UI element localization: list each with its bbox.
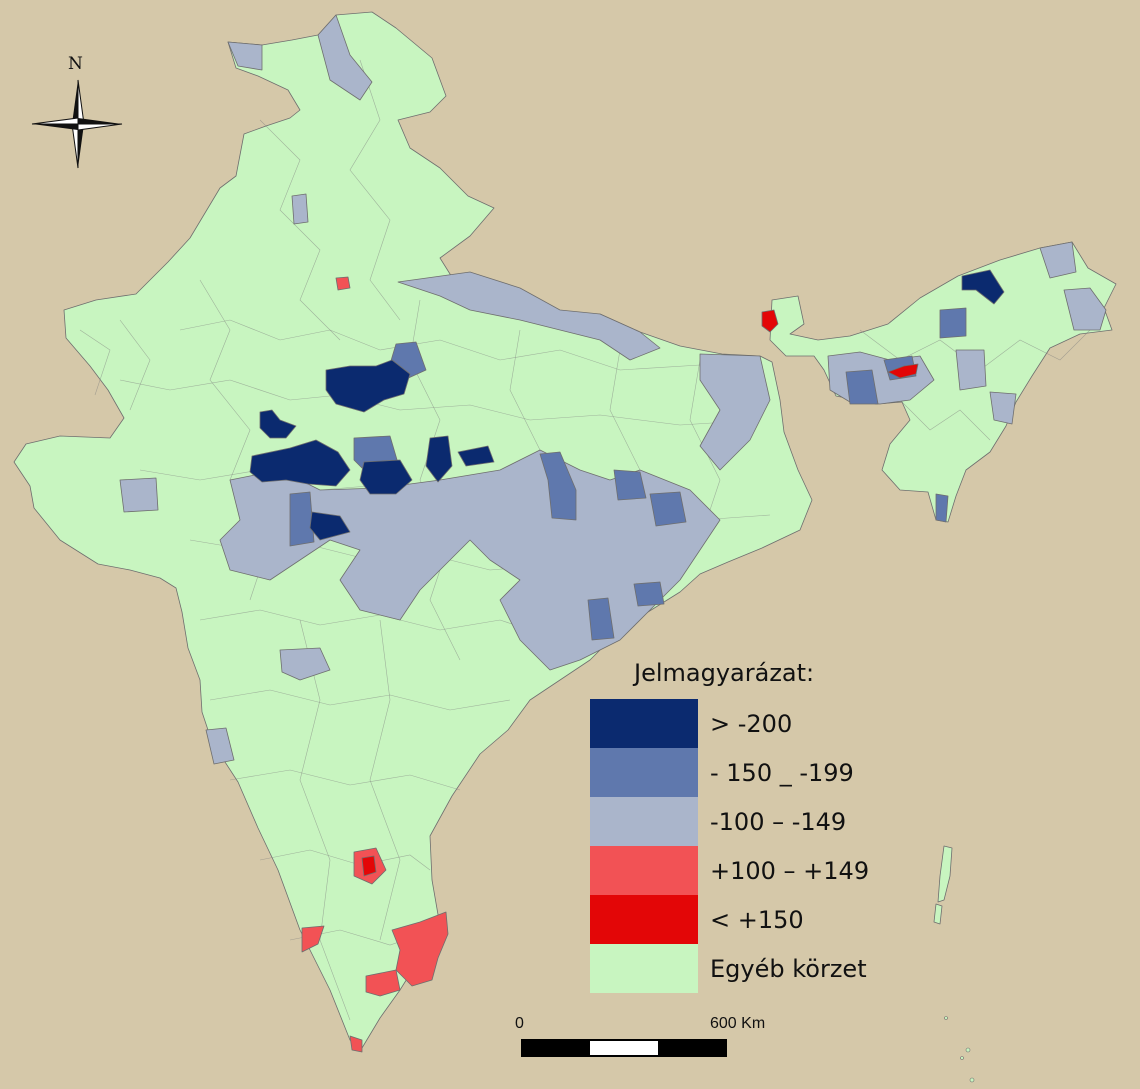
legend-item: > -200 <box>590 699 880 748</box>
district-medium-blue <box>289 491 315 547</box>
district-dark-blue <box>961 269 1005 305</box>
district-light-blue <box>1039 241 1077 279</box>
district-light-blue <box>227 41 263 71</box>
legend-label: < +150 <box>710 905 804 934</box>
legend-label: +100 – +149 <box>710 856 870 885</box>
legend-swatch <box>590 699 698 748</box>
map-legend: Jelmagyarázat: > -200 - 150 _ -199 -100 – … <box>590 655 880 993</box>
district-light-red <box>349 1035 363 1053</box>
legend-item: -100 – -149 <box>590 797 880 846</box>
legend-title: Jelmagyarázat: <box>634 659 815 687</box>
legend-item: < +150 <box>590 895 880 944</box>
category-light-red <box>301 276 449 1053</box>
legend-label: > -200 <box>710 709 793 738</box>
district-medium-blue <box>649 491 687 527</box>
district-dark-blue <box>457 445 495 467</box>
northeast-india <box>769 241 1117 523</box>
district-light-blue <box>317 14 373 101</box>
scale-start-label: 0 <box>515 1015 524 1032</box>
small-islands <box>944 1016 975 1083</box>
legend-label: Egyéb körzet <box>710 954 867 983</box>
legend-swatch <box>590 944 698 993</box>
district-medium-blue <box>613 469 647 501</box>
district-dark-blue <box>425 435 453 483</box>
legend-item: +100 – +149 <box>590 846 880 895</box>
district-medium-blue <box>935 493 949 523</box>
legend-swatch <box>590 846 698 895</box>
district-dark-blue <box>259 409 297 439</box>
district-light-blue <box>397 271 661 361</box>
district-red <box>361 855 377 877</box>
district-medium-blue <box>633 581 665 607</box>
district-light-blue <box>1063 287 1107 331</box>
district-dark-blue <box>359 459 413 495</box>
district-medium-blue <box>539 451 577 521</box>
north-label: N <box>68 54 83 74</box>
legend-label: -100 – -149 <box>710 807 847 836</box>
district-light-red <box>365 969 401 997</box>
legend-label: - 150 _ -199 <box>710 758 854 787</box>
legend-item: Egyéb körzet <box>590 944 880 993</box>
district-light-blue <box>205 727 235 765</box>
island-small <box>933 903 943 925</box>
sikkim-red <box>761 309 779 333</box>
legend-items: > -200 - 150 _ -199 -100 – -149 +100 – +149… <box>590 699 880 993</box>
district-dark-blue <box>249 439 351 487</box>
scale-bar <box>521 1039 727 1057</box>
district-light-blue <box>989 391 1017 425</box>
legend-item: - 150 _ -199 <box>590 748 880 797</box>
category-dark-blue <box>249 269 1005 541</box>
district-light-blue <box>119 477 159 513</box>
district-dark-blue <box>325 359 411 413</box>
district-light-red <box>391 911 449 987</box>
district-medium-blue <box>587 597 615 641</box>
north-arrow-icon <box>31 79 123 169</box>
district-light-red <box>335 276 351 291</box>
district-light-blue <box>279 647 331 681</box>
district-dark-blue <box>309 511 351 541</box>
scale-end-label: 600 Km <box>710 1015 766 1032</box>
district-red <box>887 363 919 379</box>
district-light-blue <box>699 353 771 471</box>
legend-swatch <box>590 748 698 797</box>
legend-swatch <box>590 797 698 846</box>
district-light-red <box>301 925 325 953</box>
district-medium-blue <box>939 307 967 339</box>
district-medium-blue <box>845 369 879 405</box>
district-light-blue <box>291 193 309 225</box>
andaman-islands <box>937 845 953 903</box>
district-light-blue <box>955 349 987 391</box>
legend-swatch <box>590 895 698 944</box>
category-red <box>361 363 919 877</box>
